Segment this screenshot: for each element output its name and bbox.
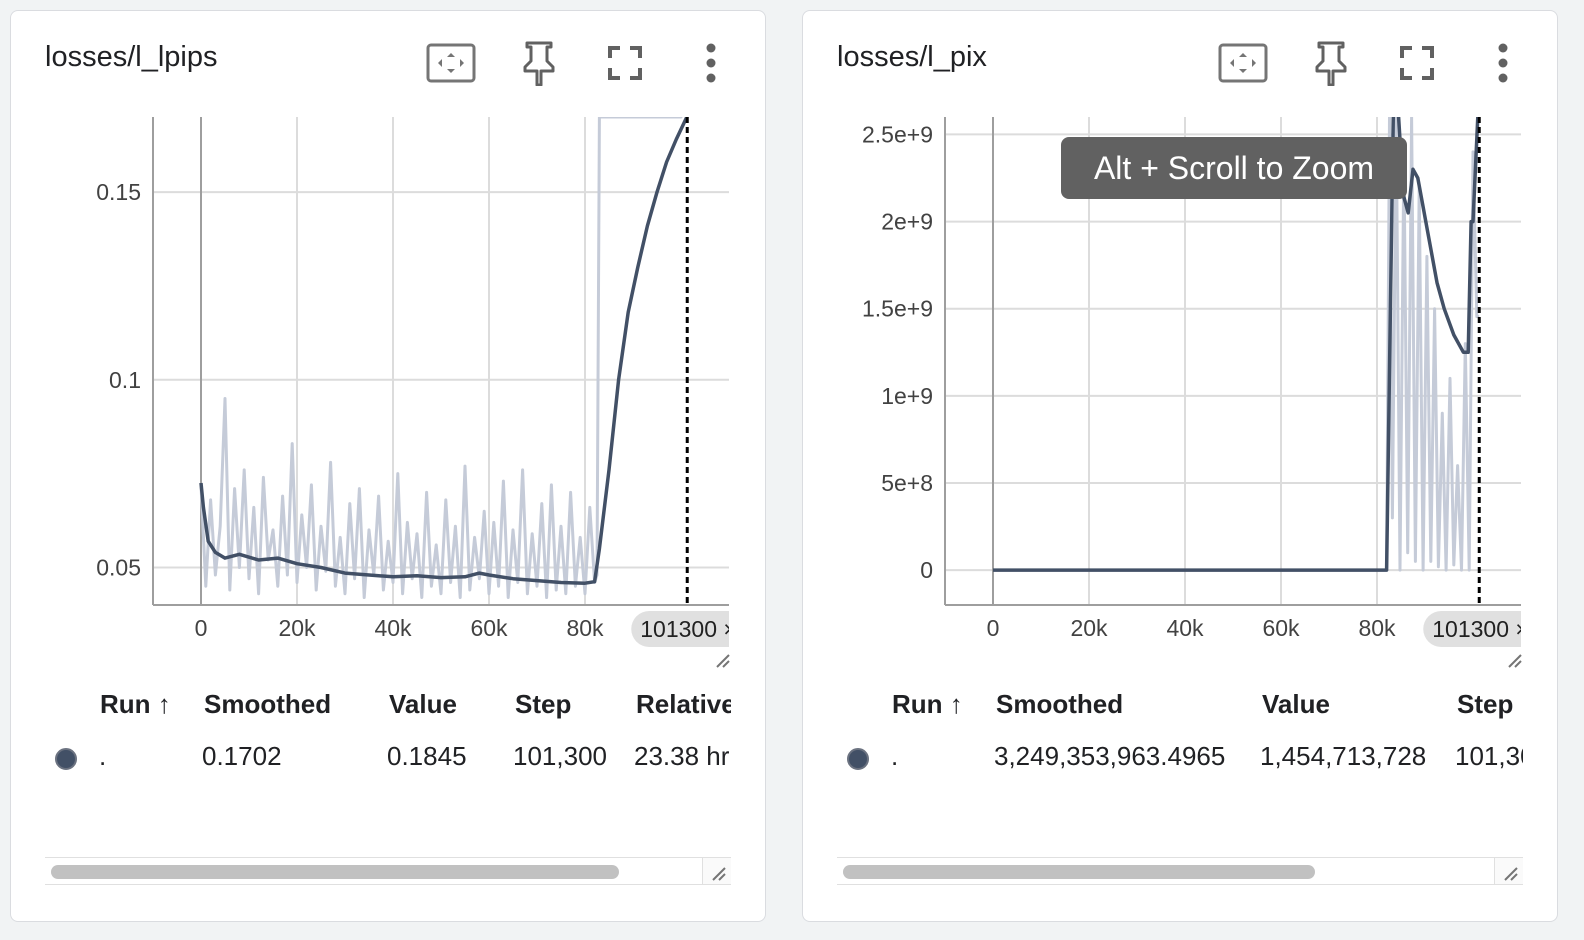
run-data-table: Run ↑ Smoothed Value Step . 3,249,353,96… xyxy=(837,671,1523,781)
more-menu-button[interactable] xyxy=(683,39,739,87)
pin-button[interactable] xyxy=(1303,39,1359,87)
fullscreen-button[interactable] xyxy=(1389,39,1445,87)
pin-button[interactable] xyxy=(511,39,567,87)
x-tick-label: 0 xyxy=(195,615,208,641)
fit-domain-button[interactable] xyxy=(423,39,479,87)
cell-step: 101,300 xyxy=(1455,741,1523,771)
fit-domain-button[interactable] xyxy=(1215,39,1271,87)
line-chart[interactable]: 0 5e+8 1e+9 1.5e+9 2e+9 2.5e+9 0 20k 40k 60k 80k 10… xyxy=(803,11,1559,683)
y-tick-label: 5e+8 xyxy=(881,470,933,496)
y-tick-label: 2.5e+9 xyxy=(862,121,933,147)
y-tick-label: 0 xyxy=(920,557,933,583)
more-vert-icon xyxy=(705,43,717,83)
run-color-dot[interactable] xyxy=(55,748,77,770)
horizontal-scrollbar[interactable] xyxy=(837,857,1523,885)
cell-value: 1,454,713,728 xyxy=(1260,741,1427,771)
x-tick-label: 60k xyxy=(470,615,508,641)
raw-series-line xyxy=(993,117,1480,572)
resize-corner[interactable] xyxy=(702,858,731,884)
raw-series-line xyxy=(199,117,683,599)
x-tick-label: 40k xyxy=(374,615,412,641)
zoom-hint-tooltip: Alt + Scroll to Zoom xyxy=(1061,137,1407,199)
sort-arrow-up-icon: ↑ xyxy=(157,689,171,719)
more-menu-button[interactable] xyxy=(1475,39,1531,87)
column-header-step[interactable]: Step xyxy=(515,689,572,719)
y-tick-label: 1e+9 xyxy=(881,383,933,409)
chart-resize-grip-icon xyxy=(716,654,730,668)
y-tick-label: 0.15 xyxy=(96,179,141,205)
scalar-card-pix: losses/l_pix 0 5e+8 1e+9 1.5e+9 2e+9 2.5e+9 0 2… xyxy=(802,10,1558,922)
header-label: Run xyxy=(892,689,943,719)
hover-step-label: 101300 × xyxy=(1432,616,1529,642)
x-tick-label: 40k xyxy=(1166,615,1204,641)
hover-step-badge: 101300 × xyxy=(1423,611,1529,647)
resize-corner[interactable] xyxy=(1494,858,1523,884)
column-header-smoothed[interactable]: Smoothed xyxy=(204,689,332,719)
hover-step-label: 101300 × xyxy=(640,616,737,642)
cell-run: . xyxy=(99,741,107,771)
column-header-step[interactable]: Step xyxy=(1457,689,1514,719)
card-title: losses/l_lpips xyxy=(45,41,218,73)
line-chart[interactable]: 0.05 0.1 0.15 0 20k 40k 60k 80k 101300 × xyxy=(11,11,767,683)
smoothed-series-line xyxy=(993,117,1480,572)
scrollbar-thumb[interactable] xyxy=(51,865,619,879)
more-vert-icon xyxy=(1497,43,1509,83)
y-tick-label: 0.1 xyxy=(109,367,141,393)
fullscreen-icon xyxy=(607,45,643,81)
column-header-run[interactable]: Run ↑ xyxy=(100,689,171,720)
plot-area xyxy=(993,117,1480,572)
column-header-value[interactable]: Value xyxy=(1262,689,1330,719)
sort-arrow-up-icon: ↑ xyxy=(949,689,963,719)
hover-step-badge-bg xyxy=(1423,611,1521,647)
x-tick-label: 80k xyxy=(1358,615,1396,641)
header-label: Run xyxy=(100,689,151,719)
scalar-card-lpips: losses/l_lpips 0.05 0.1 0.15 0 20k 40k 60k 80k 1… xyxy=(10,10,766,922)
column-header-run[interactable]: Run ↑ xyxy=(892,689,963,720)
pin-icon xyxy=(521,40,557,86)
run-color-dot[interactable] xyxy=(847,748,869,770)
cell-value: 0.1845 xyxy=(387,741,467,771)
scrollbar-thumb[interactable] xyxy=(843,865,1315,879)
x-tick-label: 0 xyxy=(987,615,1000,641)
resize-grip-icon xyxy=(712,867,726,881)
fit-domain-icon xyxy=(1218,43,1268,83)
column-header-relative[interactable]: Relative xyxy=(636,689,731,719)
horizontal-scrollbar[interactable] xyxy=(45,857,731,885)
x-tick-label: 20k xyxy=(278,615,316,641)
plot-area xyxy=(199,117,689,599)
y-tick-label: 1.5e+9 xyxy=(862,296,933,322)
card-title: losses/l_pix xyxy=(837,41,987,73)
fullscreen-button[interactable] xyxy=(597,39,653,87)
smoothed-series-line xyxy=(199,117,689,585)
cell-smoothed: 0.1702 xyxy=(202,741,282,771)
x-tick-label: 20k xyxy=(1070,615,1108,641)
cell-run: . xyxy=(891,741,899,771)
pin-icon xyxy=(1313,40,1349,86)
fullscreen-icon xyxy=(1399,45,1435,81)
y-tick-label: 2e+9 xyxy=(881,209,933,235)
y-tick-label: 0.05 xyxy=(96,554,141,580)
run-data-table: Run ↑ Smoothed Value Step Relative . 0.1… xyxy=(45,671,731,781)
x-tick-label: 60k xyxy=(1262,615,1300,641)
cell-relative: 23.38 hr xyxy=(634,741,730,771)
resize-grip-icon xyxy=(1504,867,1518,881)
hover-step-badge: 101300 × xyxy=(631,611,737,647)
cell-step: 101,300 xyxy=(513,741,607,771)
hover-step-badge-bg xyxy=(631,611,729,647)
cell-smoothed: 3,249,353,963.4965 xyxy=(994,741,1226,771)
column-header-value[interactable]: Value xyxy=(389,689,457,719)
fit-domain-icon xyxy=(426,43,476,83)
column-header-smoothed[interactable]: Smoothed xyxy=(996,689,1124,719)
x-tick-label: 80k xyxy=(566,615,604,641)
chart-resize-grip-icon xyxy=(1508,654,1522,668)
